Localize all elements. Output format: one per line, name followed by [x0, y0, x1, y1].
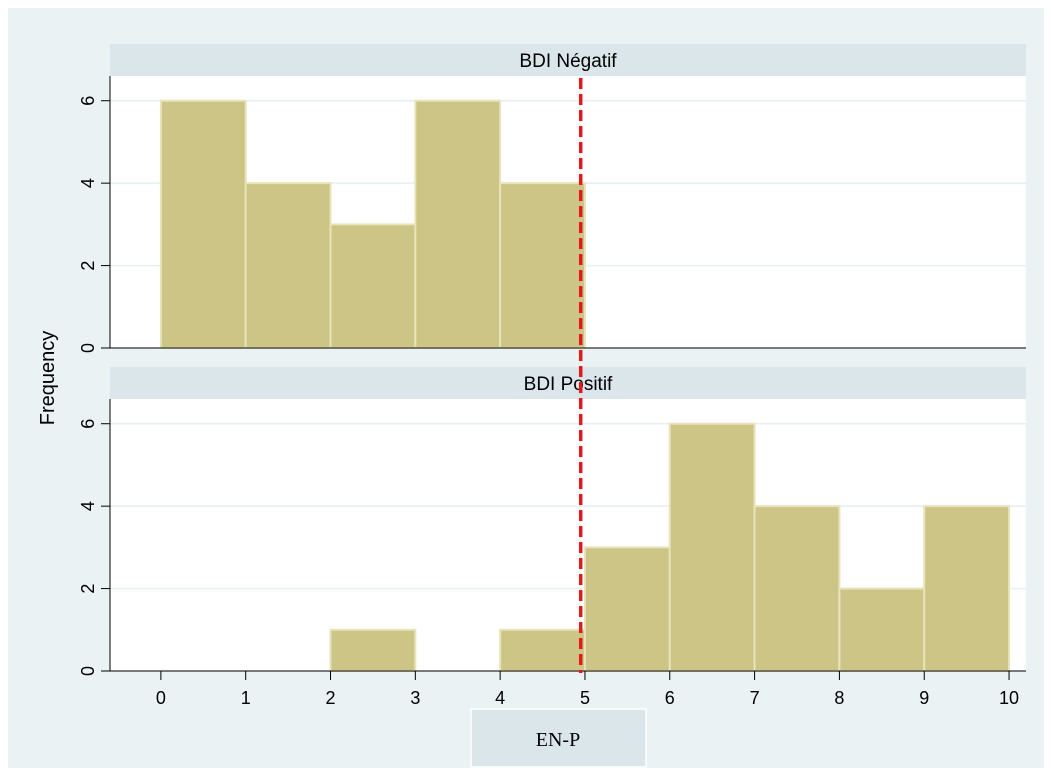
x-axis: 0 1 2 3 4 5 6 7 8 9 10 — [156, 671, 1019, 708]
x-tick-label: 8 — [834, 688, 844, 708]
panel-bottom-y-axis: 0 2 4 6 — [78, 399, 1026, 676]
y-axis-title: Frequency — [37, 331, 59, 426]
histogram-bar — [923, 505, 1011, 672]
x-axis-title-box — [470, 708, 647, 768]
x-tick-label: 1 — [241, 688, 251, 708]
y-tick-label: 6 — [78, 96, 98, 106]
x-tick-label: 3 — [410, 688, 420, 708]
y-tick-label: 2 — [78, 584, 98, 594]
panel-top-bars — [159, 99, 586, 349]
histogram-bar — [414, 99, 502, 349]
panel-top-header — [110, 44, 1026, 76]
y-tick-label: 6 — [78, 419, 98, 429]
histogram-bar — [244, 182, 332, 349]
x-tick-label: 2 — [326, 688, 336, 708]
histogram-bar — [329, 628, 417, 673]
x-tick-label: 4 — [495, 688, 505, 708]
panel-top-title: BDI Négatif — [519, 51, 617, 72]
histogram-bar — [499, 628, 586, 673]
histogram-bar — [583, 546, 671, 673]
x-axis-title: EN-P — [536, 729, 580, 751]
y-tick-label: 2 — [78, 261, 98, 271]
y-tick-label: 0 — [78, 666, 98, 676]
x-tick-label: 5 — [580, 688, 590, 708]
y-tick-label: 4 — [78, 178, 98, 188]
histogram-bar — [753, 505, 841, 672]
x-tick-label: 7 — [750, 688, 760, 708]
x-tick-label: 10 — [999, 688, 1019, 708]
x-tick-label: 9 — [919, 688, 929, 708]
panel-bottom: BDI Positif 0 2 4 6 — [78, 367, 1026, 676]
x-tick-label: 0 — [156, 688, 166, 708]
x-tick-label: 6 — [665, 688, 675, 708]
panel-bottom-title: BDI Positif — [524, 374, 613, 395]
panel-bottom-header — [110, 367, 1026, 399]
histogram-bar — [499, 182, 586, 349]
y-tick-label: 4 — [78, 501, 98, 511]
histogram-bar — [838, 587, 926, 672]
histogram-bar — [159, 99, 247, 349]
histogram-bar — [329, 223, 417, 349]
y-tick-label: 0 — [78, 343, 98, 353]
panel-top: BDI Négatif 0 2 4 6 — [78, 44, 1026, 353]
panel-bottom-bars — [329, 422, 1011, 673]
panel-top-y-axis: 0 2 4 6 — [78, 76, 1026, 353]
histogram-bar — [668, 422, 756, 672]
